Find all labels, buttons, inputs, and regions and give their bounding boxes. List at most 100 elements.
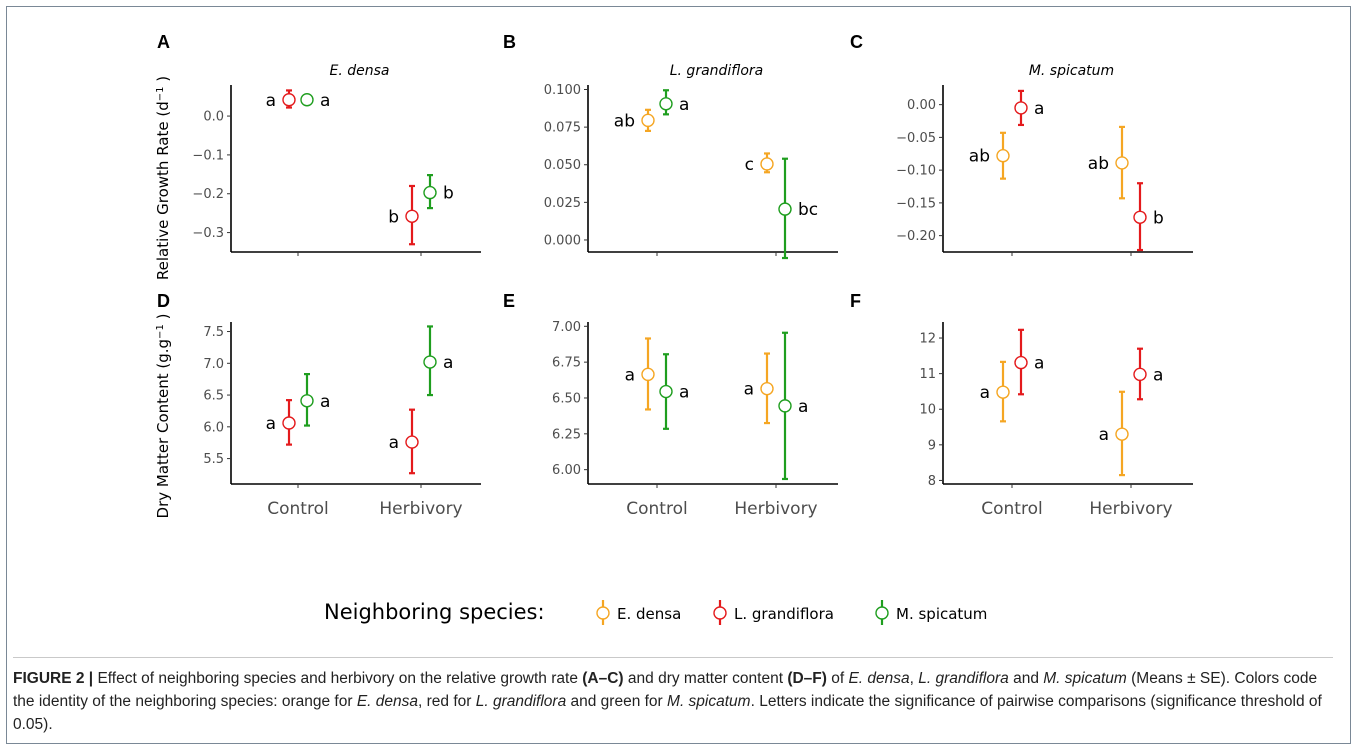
legend-swatch-point: [713, 606, 727, 620]
mean-point: [1133, 367, 1147, 382]
panel-f: F 8 9 10 11 12 Control Herbivory a a a a: [850, 291, 1193, 519]
y-tick-label: 0.050: [544, 158, 581, 173]
significance-letter: a: [679, 95, 689, 115]
significance-letter: a: [320, 91, 330, 111]
caption-segment: E. densa: [356, 693, 418, 710]
significance-letter: a: [389, 433, 399, 453]
legend-swatch-point: [875, 606, 889, 620]
mean-point: [996, 149, 1010, 163]
significance-letter: a: [1034, 99, 1044, 119]
y-tick-label: −0.20: [896, 229, 936, 244]
panel-e: E 6.00 6.25 6.50 6.75 7.00 Control Herbivory a a a…: [503, 291, 838, 519]
legend-title: Neighboring species:: [324, 600, 545, 624]
mean-point: [1115, 156, 1129, 170]
legend-label: M. spicatum: [896, 605, 987, 623]
y-tick-label: 6.00: [552, 463, 581, 478]
legend-entry: L. grandiflora: [713, 600, 834, 625]
legend-label: L. grandiflora: [734, 605, 834, 623]
significance-letter: a: [1099, 425, 1109, 445]
panel-title: M. spicatum: [1029, 63, 1114, 79]
legend-entry: M. spicatum: [875, 600, 987, 625]
y-tick-label: 10: [919, 403, 936, 418]
significance-letter: b: [1153, 208, 1164, 228]
caption-label: FIGURE 2 |: [13, 670, 94, 687]
panel-b: B L. grandiflora 0.000 0.025 0.050 0.075 0.100…: [503, 32, 838, 260]
significance-letter: a: [1153, 365, 1163, 385]
significance-letter: b: [443, 184, 454, 204]
x-tick-label: Control: [626, 499, 687, 519]
caption-segment: and dry matter content: [623, 670, 788, 687]
y-tick-label: 6.50: [552, 391, 581, 406]
mean-point: [405, 209, 419, 223]
caption-segment: and: [1008, 670, 1044, 687]
caption-segment: (Means ± SE). Colors code the identity o…: [13, 670, 1318, 710]
mean-point: [641, 113, 655, 128]
significance-letter: a: [679, 383, 689, 403]
mean-point: [282, 93, 296, 107]
significance-letter: a: [266, 91, 276, 111]
y-tick-label: −0.05: [896, 131, 936, 146]
panel-a: A E. densa 0.0 −0.1 −0.2 −0.3 a b a b: [157, 32, 481, 256]
x-tick-label: Control: [981, 499, 1042, 519]
mean-point: [423, 355, 437, 369]
significance-letter: a: [320, 392, 330, 412]
mean-point: [1133, 210, 1147, 224]
y-tick-label: −0.10: [896, 164, 936, 179]
significance-letter: b: [388, 207, 399, 227]
mean-point: [760, 381, 774, 396]
caption-segment: L. grandiflora: [475, 693, 567, 710]
mean-point: [1115, 427, 1129, 441]
panel-title: L. grandiflora: [670, 63, 764, 79]
y-tick-label: −0.2: [192, 187, 224, 202]
mean-point: [300, 394, 314, 408]
mean-point: [778, 202, 792, 216]
significance-letter: c: [745, 155, 754, 175]
y-tick-label: 5.5: [203, 452, 224, 467]
mean-point: [641, 367, 655, 382]
y-axis-label-top: Relative Growth Rate (d−1 ): [154, 76, 172, 280]
panel-letter: C: [850, 32, 863, 52]
y-tick-label: 0.00: [907, 98, 936, 113]
x-tick-label: Herbivory: [1089, 499, 1172, 519]
caption-text: Effect of neighboring species and herbiv…: [13, 670, 1322, 733]
legend: Neighboring species: E. densa L. grandifl…: [324, 600, 987, 625]
x-tick-label: Herbivory: [734, 499, 817, 519]
caption-segment: L. grandiflora: [918, 670, 1009, 687]
panel-letter: D: [157, 291, 170, 311]
panel-letter: B: [503, 32, 516, 52]
legend-swatch-point: [596, 606, 610, 620]
y-tick-label: 7.5: [203, 325, 224, 340]
caption-segment: Effect of neighboring species and herbiv…: [93, 670, 583, 687]
y-tick-label: 6.25: [552, 427, 581, 442]
caption-segment: M. spicatum: [1043, 670, 1127, 687]
y-tick-label: 11: [919, 367, 936, 382]
y-tick-label: 6.75: [552, 356, 581, 371]
y-tick-label: 0.100: [544, 83, 581, 98]
y-tick-label: 12: [919, 332, 936, 347]
mean-point: [423, 185, 437, 200]
significance-letter: a: [266, 414, 276, 434]
panel-d: D 5.5 6.0 6.5 7.0 7.5 Control Herbivory a a a a: [157, 291, 481, 519]
significance-letter: a: [625, 365, 635, 385]
figure-caption: FIGURE 2 | Effect of neighboring species…: [13, 667, 1333, 736]
significance-letter: a: [798, 397, 808, 417]
panel-title: E. densa: [330, 63, 390, 79]
mean-point: [659, 384, 673, 399]
caption-segment: ,: [909, 670, 919, 687]
significance-letter: a: [744, 380, 754, 400]
caption-segment: (A–C): [582, 670, 624, 687]
caption-segment: . Letters indicate the significance of p…: [13, 693, 1322, 733]
y-tick-label: 0.0: [203, 110, 224, 125]
y-tick-label: 7.0: [203, 357, 224, 372]
legend-label: E. densa: [617, 605, 681, 623]
mean-point: [778, 399, 792, 413]
y-tick-label: 8: [928, 474, 936, 489]
y-tick-label: 0.025: [544, 196, 581, 211]
y-tick-label: 7.00: [552, 320, 581, 335]
mean-point: [1014, 355, 1028, 370]
figure-frame: [6, 6, 1351, 744]
panel-letter: E: [503, 291, 515, 311]
significance-letter: a: [1034, 354, 1044, 374]
